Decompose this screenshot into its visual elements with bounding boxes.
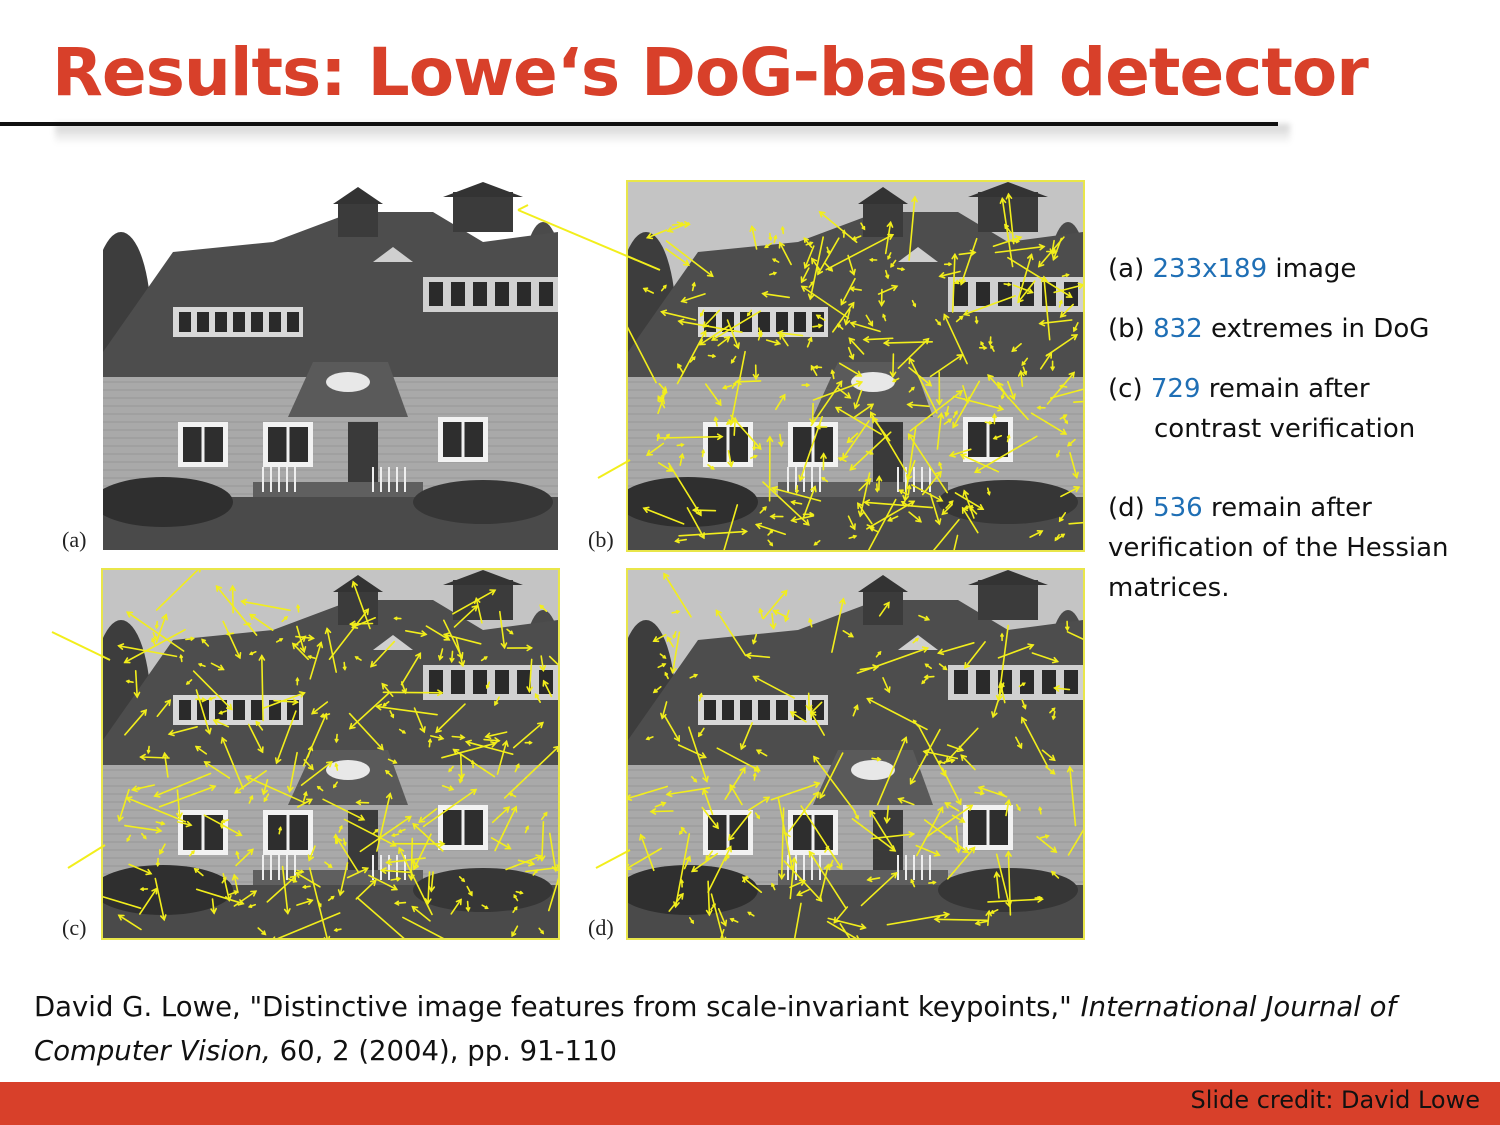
citation-journal: International Journal of Computer Vision…	[34, 991, 1397, 1067]
caption-c-line2: contrast verification	[1154, 414, 1416, 444]
caption-c-suffix: remain after	[1200, 374, 1370, 404]
footer-bar: Slide credit: David Lowe	[0, 1082, 1500, 1125]
caption-a-suffix: image	[1267, 254, 1357, 284]
panel-label-b: (b)	[588, 527, 614, 552]
panel-label-c: (c)	[62, 915, 87, 940]
panel-d-image	[628, 570, 1083, 938]
panel-label-a: (a)	[62, 527, 87, 552]
caption-d-prefix: (d)	[1108, 493, 1154, 523]
caption-a: (a) 233x189 image	[1108, 249, 1356, 289]
house-photo-hessian-verified	[626, 568, 1085, 940]
caption-c: (c) 729 remain after contrast verificati…	[1108, 369, 1415, 449]
title-reflection	[55, 124, 1290, 144]
caption-c-value: 729	[1150, 374, 1201, 404]
title-underline	[0, 122, 1278, 126]
paper-citation: David G. Lowe, "Distinctive image featur…	[34, 985, 1434, 1073]
citation-authors-title: David G. Lowe, "Distinctive image featur…	[34, 991, 1081, 1023]
citation-volume-pages: 60, 2 (2004), pp. 91-110	[270, 1035, 618, 1067]
caption-b-value: 832	[1153, 314, 1203, 344]
panel-a-image	[103, 182, 558, 550]
house-photo-original	[103, 182, 558, 550]
slide-credit: Slide credit: David Lowe	[1190, 1086, 1480, 1114]
caption-a-value: 233x189	[1152, 254, 1268, 284]
caption-b-prefix: (b)	[1108, 314, 1154, 344]
caption-a-prefix: (a)	[1108, 254, 1153, 284]
house-photo-contrast-verified	[101, 568, 560, 940]
caption-b: (b) 832 extremes in DoG	[1108, 309, 1429, 349]
panel-b-image	[628, 182, 1083, 550]
house-photo-dog-extremes	[626, 180, 1085, 552]
panel-label-d: (d)	[588, 915, 614, 940]
caption-d: (d) 536 remain after verification of the…	[1108, 488, 1449, 608]
caption-b-suffix: extremes in DoG	[1202, 314, 1430, 344]
caption-c-prefix: (c)	[1108, 374, 1151, 404]
slide-title: Results: Lowe‘s DoG-based detector	[52, 34, 1369, 111]
caption-d-line2: verification of the Hessian	[1108, 533, 1449, 563]
caption-d-line3: matrices.	[1108, 573, 1230, 603]
caption-d-suffix: remain after	[1202, 493, 1372, 523]
panel-c-image	[103, 570, 558, 938]
caption-d-value: 536	[1153, 493, 1203, 523]
